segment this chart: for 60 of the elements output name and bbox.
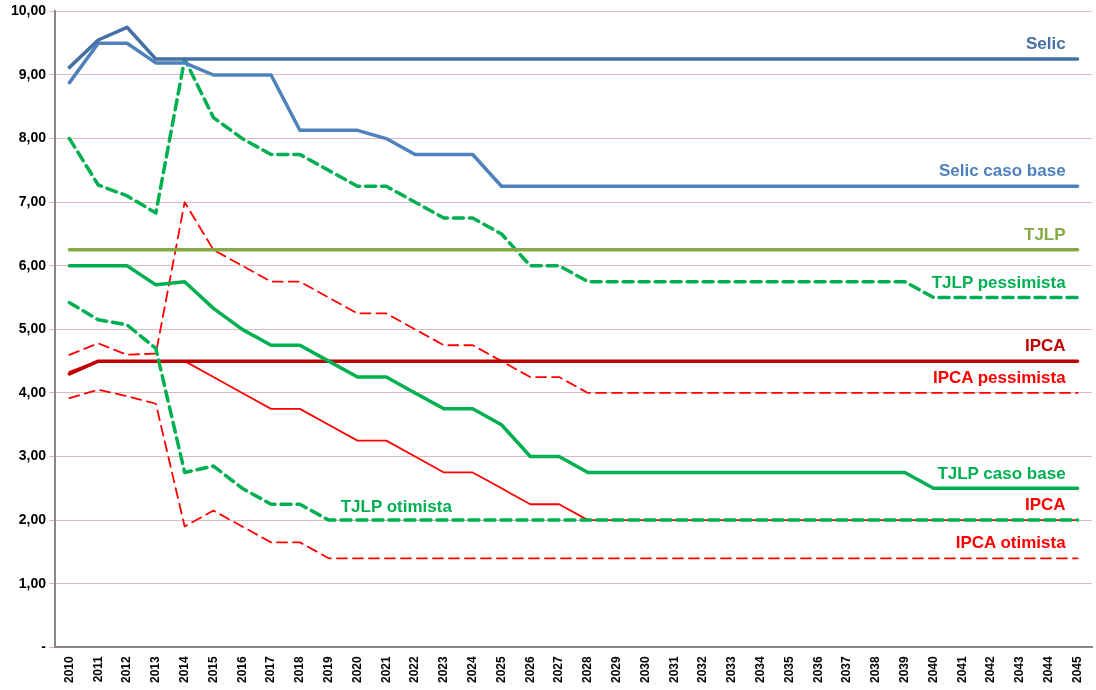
x-tick-label: 2037 — [839, 655, 854, 684]
x-tick-label: 2024 — [465, 655, 480, 684]
x-tick-label: 2035 — [781, 655, 796, 684]
x-tick-label: 2029 — [609, 655, 624, 684]
y-tick-label: 7,00 — [18, 193, 47, 210]
x-tick-label: 2012 — [119, 655, 134, 684]
x-tick-label: 2019 — [320, 655, 335, 684]
y-tick-label: 2,00 — [18, 510, 47, 527]
x-tick-label: 2042 — [983, 655, 998, 684]
x-tick-label: 2030 — [637, 655, 652, 684]
x-tick-label: 2021 — [378, 655, 393, 684]
x-tick-label: 2022 — [407, 655, 422, 684]
x-tick-label: 2041 — [954, 655, 969, 684]
line-series — [67, 300, 1080, 522]
x-tick-label: 2036 — [810, 655, 825, 684]
y-tick-label: 10,00 — [10, 2, 47, 19]
x-tick-label: 2034 — [753, 655, 768, 684]
x-tick-label: 2040 — [925, 655, 940, 684]
series-label: TJLP — [1024, 225, 1066, 245]
x-tick-label: 2032 — [695, 655, 710, 684]
x-tick-label: 2015 — [205, 655, 220, 684]
x-tick-label: 2026 — [522, 655, 537, 684]
series-label: IPCA — [1024, 336, 1066, 356]
x-tick-label: 2013 — [148, 655, 163, 684]
y-tick-label: 8,00 — [18, 129, 47, 146]
series-label: TJLP pessimista — [931, 272, 1067, 292]
y-tick-label: - — [41, 638, 47, 655]
y-tick-label: 9,00 — [18, 65, 47, 82]
x-tick-label: 2025 — [493, 655, 508, 684]
series-label: IPCA — [1024, 495, 1066, 515]
x-tick-label: 2016 — [234, 655, 249, 684]
line-series — [68, 388, 1079, 560]
x-tick-label: 2011 — [90, 655, 105, 683]
x-tick-label: 2014 — [176, 655, 191, 684]
x-tick-label: 2018 — [292, 655, 307, 684]
series-label: Selic caso base — [938, 161, 1066, 181]
line-series — [68, 201, 1079, 394]
series-label: TJLP otimista — [340, 497, 453, 517]
x-tick-label: 2027 — [551, 655, 566, 684]
x-tick-label: 2010 — [61, 655, 76, 684]
y-tick-label: 4,00 — [18, 383, 47, 400]
x-tick-label: 2023 — [436, 655, 451, 684]
y-tick-label: 3,00 — [18, 447, 47, 464]
x-tick-label: 2017 — [263, 655, 278, 684]
x-tick-label: 2045 — [1069, 655, 1084, 684]
x-tick-label: 2039 — [897, 655, 912, 684]
x-tick-label: 2028 — [580, 655, 595, 684]
x-tick-label: 2031 — [666, 655, 681, 684]
series-label: IPCA otimista — [955, 533, 1067, 553]
x-tick-label: 2033 — [724, 655, 739, 684]
series-label: IPCA pessimista — [933, 368, 1067, 388]
y-tick-label: 5,00 — [18, 320, 47, 337]
x-tick-label: 2038 — [868, 655, 883, 684]
x-tick-label: 2043 — [1012, 655, 1027, 684]
y-tick-label: 1,00 — [18, 574, 47, 591]
series-label: Selic — [1025, 34, 1066, 54]
series-label: TJLP caso base — [937, 463, 1066, 483]
x-tick-label: 2020 — [349, 655, 364, 684]
y-tick-label: 6,00 — [18, 256, 47, 273]
x-tick-label: 2044 — [1041, 655, 1056, 684]
